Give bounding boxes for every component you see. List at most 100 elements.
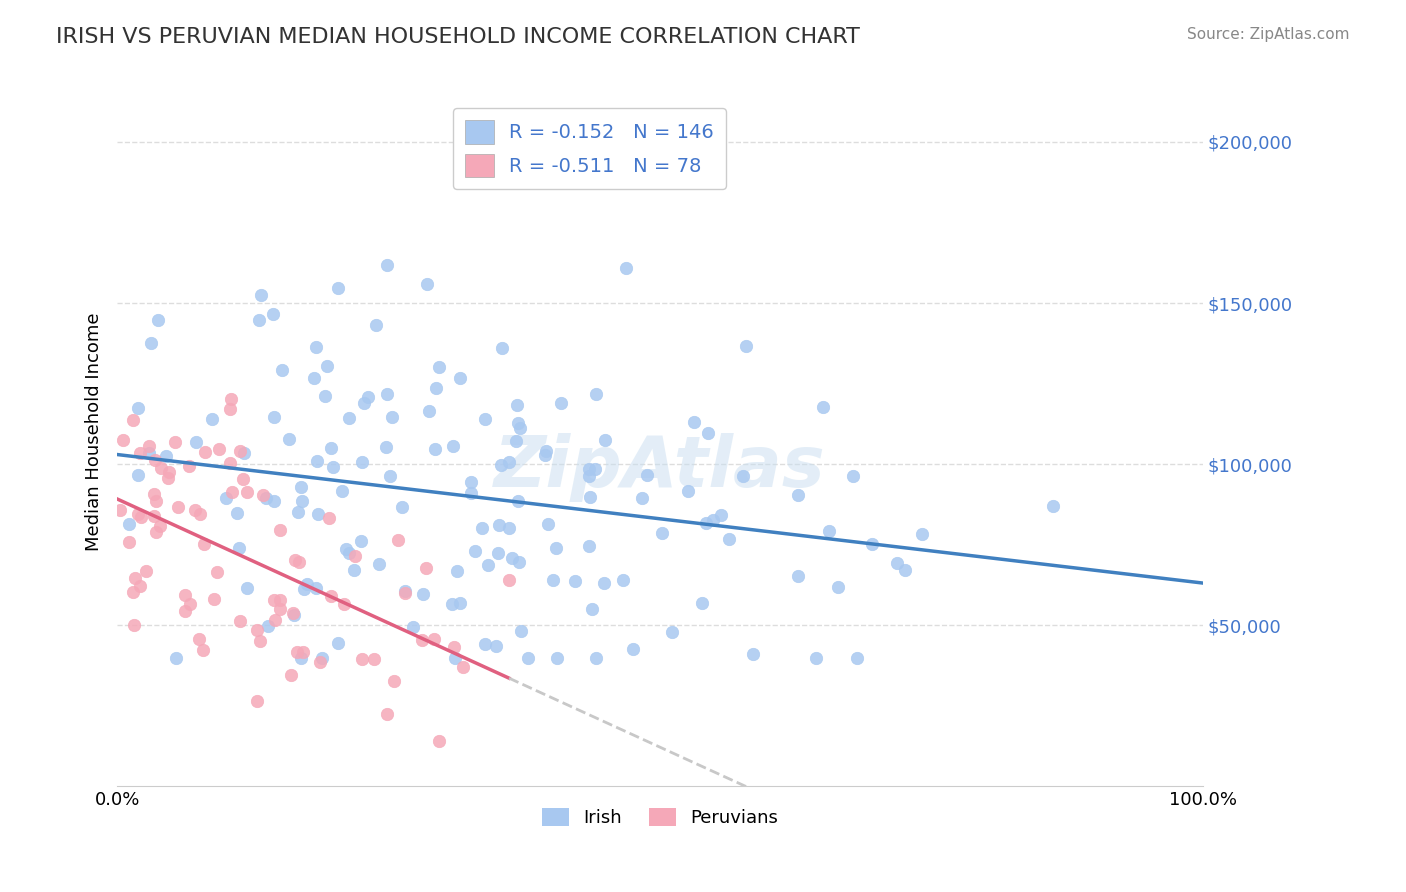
Point [343,549,366,563]
Point [285,645,308,659]
Point [219,392,242,407]
Point [193,537,215,551]
Point [592,575,614,590]
Point [290,650,312,665]
Point [583,461,606,475]
Point [402,619,425,633]
Point [564,574,586,589]
Point [124,571,146,585]
Point [477,558,499,572]
Point [541,574,564,588]
Point [411,632,433,647]
Point [460,475,482,490]
Point [498,455,520,469]
Point [179,458,201,473]
Point [690,596,713,610]
Point [143,452,166,467]
Point [333,598,356,612]
Point [149,519,172,533]
Point [621,642,644,657]
Point [143,509,166,524]
Point [537,517,560,532]
Point [394,586,416,600]
Point [441,439,464,453]
Point [449,596,471,610]
Point [471,521,494,535]
Point [506,398,529,412]
Point [381,410,404,425]
Point [149,461,172,475]
Point [218,402,240,417]
Point [536,444,558,458]
Point [292,582,315,596]
Point [145,525,167,540]
Point [155,450,177,464]
Point [269,602,291,616]
Point [280,668,302,682]
Point [787,488,810,502]
Point [733,468,755,483]
Point [309,656,332,670]
Point [498,521,520,535]
Point [157,465,180,479]
Point [425,381,447,395]
Point [546,541,568,555]
Point [290,479,312,493]
Point [418,403,440,417]
Point [416,277,439,291]
Point [1042,500,1064,514]
Point [702,513,724,527]
Point [165,650,187,665]
Point [485,639,508,653]
Point [451,659,474,673]
Point [122,412,145,426]
Point [860,537,883,551]
Point [415,561,437,575]
Text: IRISH VS PERUVIAN MEDIAN HOUSEHOLD INCOME CORRELATION CHART: IRISH VS PERUVIAN MEDIAN HOUSEHOLD INCOM… [56,27,860,46]
Point [491,341,513,355]
Point [322,460,344,475]
Point [516,650,538,665]
Point [305,454,328,468]
Point [363,652,385,666]
Point [661,624,683,639]
Point [811,400,834,414]
Point [449,371,471,385]
Point [585,386,607,401]
Point [315,359,337,373]
Point [498,573,520,587]
Point [281,606,304,620]
Point [845,650,868,665]
Point [249,288,271,302]
Point [264,613,287,627]
Point [156,471,179,485]
Point [129,510,152,524]
Text: Source: ZipAtlas.com: Source: ZipAtlas.com [1187,27,1350,42]
Point [510,624,533,638]
Point [249,634,271,648]
Point [734,339,756,353]
Point [375,387,398,401]
Point [236,485,259,500]
Point [307,507,329,521]
Point [226,506,249,520]
Point [578,540,600,554]
Point [464,544,486,558]
Y-axis label: Median Household Income: Median Household Income [86,313,103,551]
Point [287,505,309,519]
Point [350,651,373,665]
Point [247,313,270,327]
Point [444,650,467,665]
Point [695,516,717,530]
Point [579,491,602,505]
Point [184,503,207,517]
Point [302,371,325,385]
Point [581,601,603,615]
Point [122,584,145,599]
Point [221,484,243,499]
Point [262,307,284,321]
Point [229,443,252,458]
Point [112,434,135,448]
Point [440,597,463,611]
Point [135,564,157,578]
